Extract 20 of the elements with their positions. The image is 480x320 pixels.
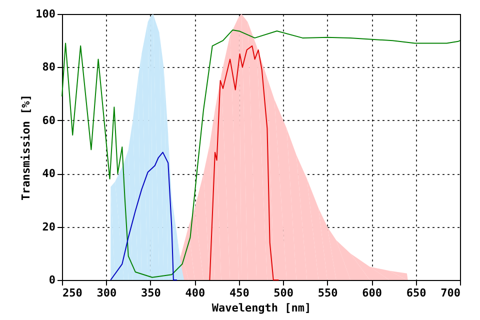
x-tick-label: 550 xyxy=(318,286,338,300)
y-axis-title: Transmission [%] xyxy=(20,94,33,200)
y-tick-label: 20 xyxy=(42,220,56,234)
x-tick-label: 300 xyxy=(96,286,117,300)
y-tick-label: 0 xyxy=(48,274,56,286)
line-series xyxy=(62,29,460,278)
x-tick-label: 600 xyxy=(362,286,382,300)
x-tick-label: 500 xyxy=(274,286,294,300)
x-axis-title: Wavelength [nm] xyxy=(212,302,312,314)
x-tick-label: 700 xyxy=(440,286,460,300)
x-tick-label: 450 xyxy=(229,286,250,300)
y-tick-label: 100 xyxy=(36,8,56,20)
y-tick-label: 60 xyxy=(42,114,56,127)
y-tick-label: 40 xyxy=(42,167,56,180)
y-tick-label: 80 xyxy=(42,60,56,74)
x-tick-label: 250 xyxy=(62,286,82,300)
x-tick-label: 350 xyxy=(141,286,161,300)
x-tick-label: 650 xyxy=(406,286,426,300)
line-series xyxy=(209,45,280,280)
x-tick-label: 400 xyxy=(185,286,206,300)
